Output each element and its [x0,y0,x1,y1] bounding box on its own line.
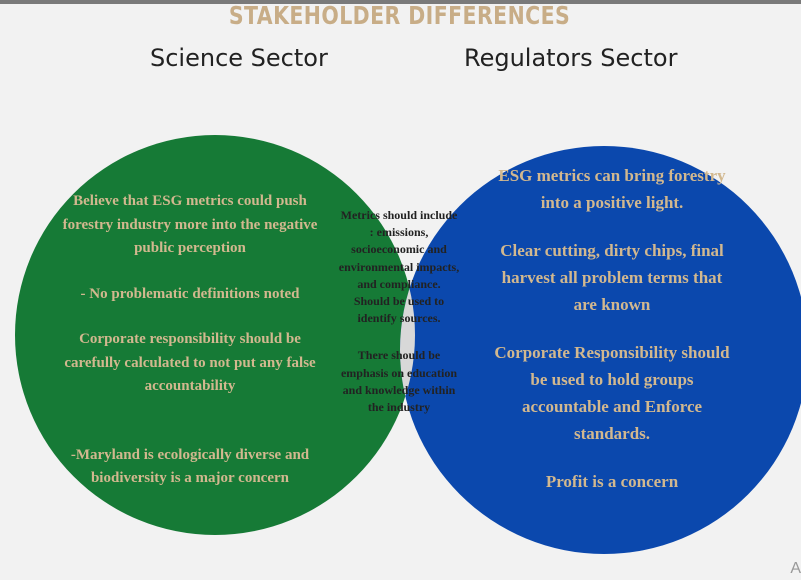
regulators-point: Clear cutting, dirty chips, final harves… [500,241,724,314]
top-edge-strip [0,0,801,4]
science-point: Believe that ESG metrics could push fore… [62,193,318,256]
overlap-point: There should be emphasis on education an… [340,348,458,415]
regulators-point: Corporate Responsibility should be used … [494,343,730,443]
corner-mark: A [790,560,801,577]
science-point: -Maryland is ecologically diverse and bi… [70,446,310,487]
science-points: Believe that ESG metrics could push fore… [62,190,318,491]
science-point: - No problematic definitions noted [80,285,300,302]
science-sector-label: Science Sector [150,44,328,72]
regulators-sector-label: Regulators Sector [464,44,678,72]
regulators-point: ESG metrics can bring forestry into a po… [498,166,726,212]
science-circle [15,135,415,535]
regulators-point: Profit is a concern [545,472,679,491]
overlap-point: Metrics should include : emissions, soci… [338,208,460,326]
page-title: STAKEHOLDER DIFFERENCES [228,1,571,30]
overlap-points: Metrics should include : emissions, soci… [338,207,460,416]
regulators-circle [400,146,801,554]
regulators-points: ESG metrics can bring forestry into a po… [492,162,732,495]
science-point: Corporate responsibility should be caref… [64,331,316,394]
